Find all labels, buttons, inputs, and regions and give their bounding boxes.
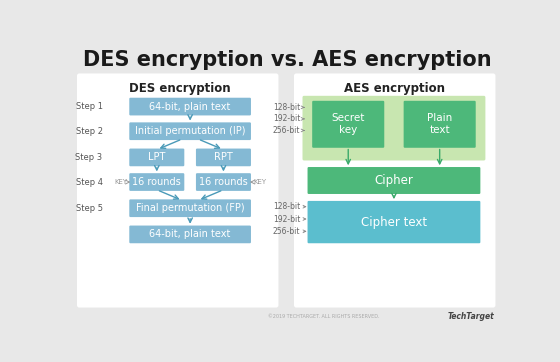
FancyBboxPatch shape [302, 96, 486, 160]
Text: 256-bit: 256-bit [273, 126, 300, 135]
Text: KEY: KEY [114, 179, 127, 185]
Text: 128-bit: 128-bit [273, 202, 300, 211]
Text: Step 4: Step 4 [76, 177, 102, 186]
FancyBboxPatch shape [129, 98, 251, 115]
Text: KEY: KEY [253, 179, 266, 185]
FancyBboxPatch shape [129, 148, 184, 166]
Text: 256-bit: 256-bit [273, 227, 300, 236]
Text: Secret
key: Secret key [332, 113, 365, 135]
FancyBboxPatch shape [196, 173, 251, 191]
Text: DES encryption: DES encryption [129, 81, 231, 94]
Text: AES encryption: AES encryption [344, 81, 445, 94]
Text: Step 5: Step 5 [76, 204, 102, 213]
FancyBboxPatch shape [129, 173, 184, 191]
Text: Plain
text: Plain text [427, 113, 452, 135]
Text: Cipher text: Cipher text [361, 216, 427, 228]
Text: LPT: LPT [148, 152, 166, 163]
FancyBboxPatch shape [129, 199, 251, 217]
Text: RPT: RPT [214, 152, 233, 163]
Text: Final permutation (FP): Final permutation (FP) [136, 203, 244, 213]
Text: 192-bit: 192-bit [273, 215, 300, 223]
Text: ©2019 TECHTARGET. ALL RIGHTS RESERVED.: ©2019 TECHTARGET. ALL RIGHTS RESERVED. [268, 314, 380, 319]
Text: Initial permutation (IP): Initial permutation (IP) [135, 126, 245, 136]
Text: 16 rounds: 16 rounds [132, 177, 181, 187]
FancyBboxPatch shape [129, 122, 251, 140]
Text: Cipher: Cipher [375, 174, 413, 187]
FancyBboxPatch shape [196, 148, 251, 166]
Text: 128-bit: 128-bit [273, 103, 300, 112]
Text: 64-bit, plain text: 64-bit, plain text [150, 230, 231, 239]
Text: 192-bit: 192-bit [273, 114, 300, 123]
Text: 64-bit, plain text: 64-bit, plain text [150, 102, 231, 111]
FancyBboxPatch shape [129, 226, 251, 243]
Text: Step 1: Step 1 [76, 102, 102, 111]
FancyBboxPatch shape [307, 167, 480, 194]
FancyBboxPatch shape [404, 101, 475, 148]
FancyBboxPatch shape [307, 201, 480, 243]
Text: DES encryption vs. AES encryption: DES encryption vs. AES encryption [83, 50, 491, 70]
Text: Step 2: Step 2 [76, 127, 102, 136]
Text: Step 3: Step 3 [76, 153, 102, 162]
Text: TechTarget: TechTarget [447, 312, 494, 321]
FancyBboxPatch shape [77, 73, 278, 308]
Text: 16 rounds: 16 rounds [199, 177, 248, 187]
FancyBboxPatch shape [312, 101, 384, 148]
FancyBboxPatch shape [294, 73, 496, 308]
